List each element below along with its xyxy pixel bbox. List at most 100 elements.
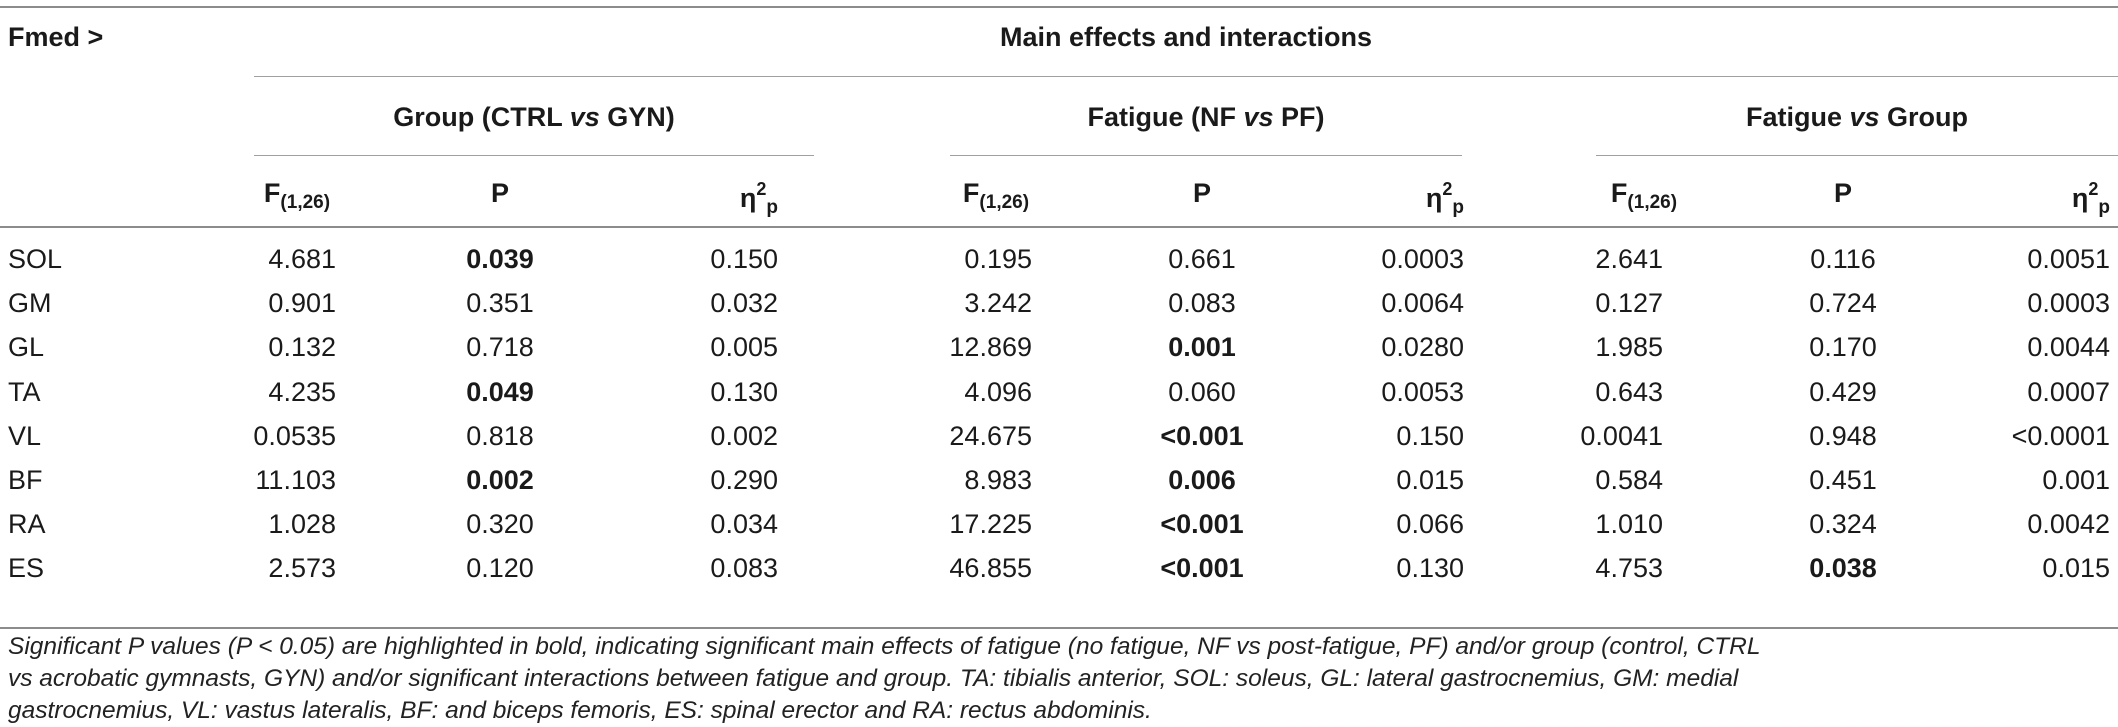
table-cell: 0.083 bbox=[1168, 288, 1236, 318]
col-header-p: P bbox=[491, 180, 509, 207]
table-cell: 0.083 bbox=[710, 553, 778, 583]
eta-subscript: p bbox=[1452, 197, 1464, 218]
table-cell: 0.130 bbox=[710, 377, 778, 407]
table-cell: <0.001 bbox=[1160, 509, 1244, 539]
col-header-p: P bbox=[1834, 180, 1852, 207]
table-cell: 0.0044 bbox=[2027, 332, 2110, 362]
table-cell: 0.0053 bbox=[1381, 377, 1464, 407]
col-header-f: F(1,26) bbox=[962, 178, 1030, 213]
table-cell: 0.049 bbox=[466, 377, 534, 407]
p-symbol: P bbox=[1192, 178, 1212, 208]
table-cell: 0.0003 bbox=[1381, 244, 1464, 274]
footnote-line: vs acrobatic gymnasts, GYN) and/or signi… bbox=[8, 665, 1739, 692]
col-header-eta: η2p bbox=[2072, 180, 2110, 217]
table-cell: 0.038 bbox=[1809, 553, 1877, 583]
col-header-f: F(1,26) bbox=[1610, 178, 1678, 213]
table-cell: 4.681 bbox=[268, 244, 336, 274]
table-cell: 0.120 bbox=[466, 553, 534, 583]
table-cell: 0.718 bbox=[466, 332, 534, 362]
table-cell: 8.983 bbox=[964, 465, 1032, 495]
table-cell: 1.985 bbox=[1595, 332, 1663, 362]
group-header-text: GYN) bbox=[599, 102, 675, 132]
table-cell: 4.235 bbox=[268, 377, 336, 407]
col-header-eta: η2p bbox=[1426, 180, 1464, 217]
table-cell: 0.643 bbox=[1595, 377, 1663, 407]
f-subscript: (1,26) bbox=[979, 192, 1030, 213]
table-cell: 0.032 bbox=[710, 288, 778, 318]
table-cell: 0.584 bbox=[1595, 465, 1663, 495]
footnote-line: Significant P values (P < 0.05) are high… bbox=[8, 633, 1761, 660]
table-cell: <0.0001 bbox=[2011, 421, 2110, 451]
top-rule bbox=[0, 6, 2118, 8]
footnote: Significant P values (P < 0.05) are high… bbox=[8, 631, 2108, 727]
eta-superscript: 2 bbox=[2088, 179, 2099, 199]
table-cell: 2.573 bbox=[268, 553, 336, 583]
table-cell: 2.641 bbox=[1595, 244, 1663, 274]
table-cell: 0.001 bbox=[1168, 332, 1236, 362]
table-cell: 0.724 bbox=[1809, 288, 1877, 318]
table-cell: 0.901 bbox=[268, 288, 336, 318]
group1-underline bbox=[254, 155, 814, 156]
row-label: GM bbox=[8, 288, 52, 318]
table-cell: 0.0007 bbox=[2027, 377, 2110, 407]
group-header: Group (CTRL vs GYN) bbox=[393, 104, 675, 131]
table-cell: 0.0041 bbox=[1580, 421, 1663, 451]
eta-subscript: p bbox=[2098, 197, 2110, 218]
f-symbol: F bbox=[962, 178, 980, 208]
table-cell: 0.290 bbox=[710, 465, 778, 495]
table-cell: 0.015 bbox=[1396, 465, 1464, 495]
table-cell: 0.132 bbox=[268, 332, 336, 362]
main-header: Main effects and interactions bbox=[999, 22, 1373, 52]
eta-symbol: η bbox=[739, 183, 757, 213]
table-cell: 0.429 bbox=[1809, 377, 1877, 407]
table-cell: 24.675 bbox=[949, 421, 1032, 451]
table-cell: 0.001 bbox=[2042, 465, 2110, 495]
table-cell: 4.753 bbox=[1595, 553, 1663, 583]
table-cell: 1.028 bbox=[268, 509, 336, 539]
table-cell: 0.066 bbox=[1396, 509, 1464, 539]
group-header-text: Fatigue bbox=[1745, 102, 1850, 132]
table-cell: 0.0535 bbox=[253, 421, 336, 451]
table-cell: 1.010 bbox=[1595, 509, 1663, 539]
table-bottom-rule bbox=[0, 627, 2118, 629]
eta-superscript: 2 bbox=[1442, 179, 1453, 199]
table-cell: 0.0064 bbox=[1381, 288, 1464, 318]
group-header-text: Fatigue (NF bbox=[1087, 102, 1244, 132]
table-cell: 0.818 bbox=[466, 421, 534, 451]
row-label: ES bbox=[8, 553, 45, 583]
f-subscript: (1,26) bbox=[1627, 192, 1678, 213]
table-cell: 12.869 bbox=[949, 332, 1032, 362]
table-cell: <0.001 bbox=[1160, 553, 1244, 583]
group-header-vs: vs bbox=[1849, 102, 1880, 132]
header-bottom-rule bbox=[0, 226, 2118, 228]
table-cell: 0.015 bbox=[2042, 553, 2110, 583]
table-cell: 0.0003 bbox=[2027, 288, 2110, 318]
table-cell: 0.005 bbox=[710, 332, 778, 362]
group-header: Fatigue (NF vs PF) bbox=[1087, 104, 1324, 131]
table-cell: 0.002 bbox=[710, 421, 778, 451]
col-header-eta: η2p bbox=[740, 180, 778, 217]
f-subscript: (1,26) bbox=[280, 192, 331, 213]
table-cell: 0.0042 bbox=[2027, 509, 2110, 539]
group-header-text: Group (CTRL bbox=[393, 102, 570, 132]
footnote-line: gastrocnemius, VL: vastus lateralis, BF:… bbox=[8, 697, 1152, 724]
table-cell: 0.0280 bbox=[1381, 332, 1464, 362]
eta-symbol: η bbox=[2071, 183, 2089, 213]
group2-underline bbox=[950, 155, 1462, 156]
table-cell: 0.006 bbox=[1168, 465, 1236, 495]
p-symbol: P bbox=[490, 178, 510, 208]
table-cell: 0.150 bbox=[1396, 421, 1464, 451]
f-symbol: F bbox=[263, 178, 281, 208]
f-symbol: F bbox=[1610, 178, 1628, 208]
eta-subscript: p bbox=[766, 197, 778, 218]
table-cell: 11.103 bbox=[255, 465, 336, 495]
table-cell: 0.351 bbox=[466, 288, 534, 318]
group-header-vs: vs bbox=[569, 102, 600, 132]
row-label: TA bbox=[8, 377, 41, 407]
row-label: VL bbox=[8, 421, 42, 451]
table-cell: 0.002 bbox=[466, 465, 534, 495]
group-header-vs: vs bbox=[1243, 102, 1274, 132]
eta-superscript: 2 bbox=[756, 179, 767, 199]
table-cell: 3.242 bbox=[964, 288, 1032, 318]
table-cell: 0.0051 bbox=[2027, 244, 2110, 274]
